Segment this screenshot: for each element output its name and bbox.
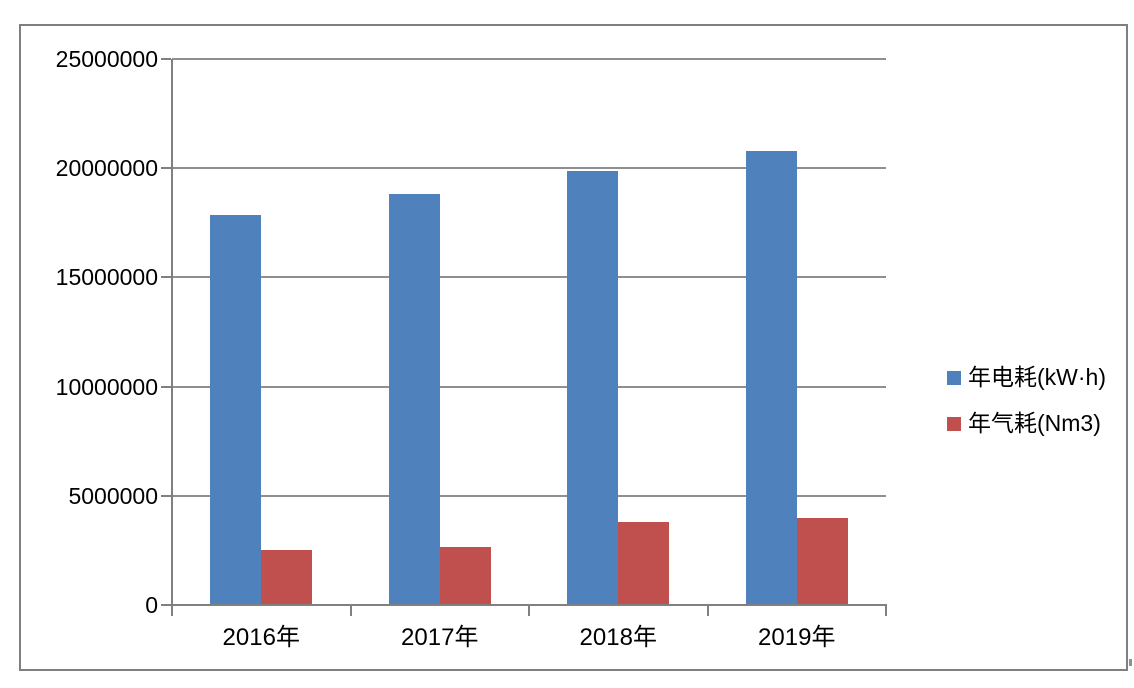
y-tick	[161, 58, 171, 60]
legend-item-electricity: 年电耗(kW·h)	[947, 364, 1106, 391]
legend-item-gas: 年气耗(Nm3)	[947, 410, 1101, 437]
legend-label-gas: 年气耗(Nm3)	[968, 410, 1101, 436]
bars-layer	[21, 26, 1126, 669]
gridlines-layer	[21, 26, 1126, 669]
y-tick	[161, 604, 171, 606]
y-axis-label: 20000000	[55, 155, 158, 182]
y-axis-label: 10000000	[55, 373, 158, 400]
y-tick	[161, 276, 171, 279]
gas-swatch-icon	[947, 416, 961, 431]
electricity-swatch-icon	[947, 370, 961, 385]
gas-bar-2017年	[439, 547, 491, 605]
x-axis-label: 2019年	[758, 624, 836, 651]
gridline	[172, 167, 886, 170]
gas-bar-2016年	[261, 550, 313, 605]
y-tick	[161, 385, 171, 388]
artifact-mark	[1129, 659, 1132, 666]
gridline	[172, 494, 886, 497]
y-axis-label: 0	[145, 592, 158, 618]
x-axis-label: 2018年	[579, 624, 657, 651]
x-axis-labels: 2016年 2017年 2018年 2019年	[21, 26, 1126, 669]
x-axis-label: 2016年	[222, 624, 300, 651]
x-tick	[706, 606, 709, 616]
gas-bar-2019年	[796, 517, 848, 605]
y-axis-label: 15000000	[55, 264, 158, 291]
gas-bar-2018年	[618, 522, 670, 605]
y-axis-line	[171, 59, 173, 607]
gridline	[172, 276, 886, 279]
electricity-bar-2017年	[388, 194, 440, 605]
electricity-bar-2016年	[210, 215, 262, 605]
y-tick	[161, 494, 171, 497]
legend-label-electricity: 年电耗(kW·h)	[968, 364, 1106, 390]
chart-frame: 0 5000000 10000000 15000000 20000000 25000000…	[19, 24, 1128, 671]
y-axis-label: 5000000	[68, 482, 158, 509]
electricity-bar-2019年	[745, 150, 797, 605]
x-tick	[349, 606, 352, 616]
x-tick	[885, 606, 887, 616]
x-tick	[171, 606, 173, 616]
y-axis-labels: 0 5000000 10000000 15000000 20000000 25000000	[21, 26, 1126, 669]
y-axis-label: 25000000	[55, 46, 158, 72]
electricity-bar-2018年	[567, 171, 619, 605]
x-tick	[528, 606, 530, 616]
axes-layer	[21, 26, 1126, 669]
x-axis-line	[171, 604, 887, 606]
gridline	[172, 385, 886, 388]
gridline	[172, 58, 886, 60]
x-axis-label: 2017年	[401, 624, 479, 651]
y-tick	[161, 167, 171, 170]
